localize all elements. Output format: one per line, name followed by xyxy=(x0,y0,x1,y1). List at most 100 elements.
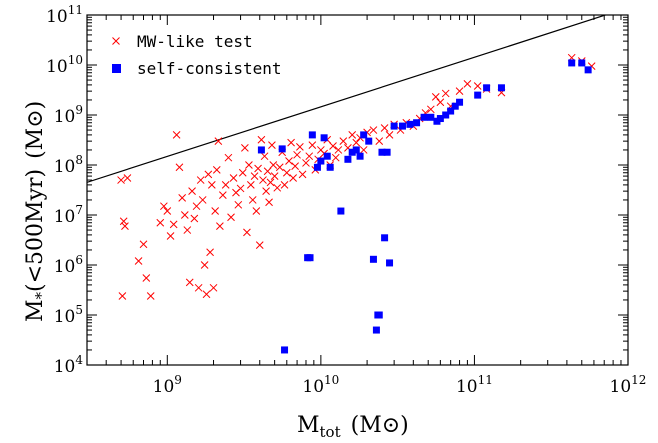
mw-like-test-point xyxy=(308,141,317,149)
self-consistent-point xyxy=(317,157,325,165)
mw-like-test-point xyxy=(142,274,151,282)
y-tick-label: 107 xyxy=(54,203,83,227)
y-axis-label: M*(<500Myr) (M⊙) xyxy=(23,101,50,322)
mw-like-test-point xyxy=(441,89,450,98)
self-consistent-point xyxy=(320,134,328,142)
x-axis-label-unit: (M⊙) xyxy=(351,413,409,438)
self-consistent-point xyxy=(372,326,380,334)
self-consistent-point xyxy=(360,131,368,139)
y-tick-label: 108 xyxy=(54,153,83,177)
mw-like-test-point xyxy=(218,191,227,199)
y-axis-label-paren: (<500Myr) xyxy=(23,169,48,292)
mw-like-test-point xyxy=(385,131,394,139)
mw-like-test-point xyxy=(227,213,235,222)
mw-like-test-point xyxy=(243,228,251,237)
mw-like-test-point xyxy=(117,176,125,184)
self-consistent-point xyxy=(313,163,321,171)
self-consistent-point xyxy=(456,98,464,106)
self-consistent-point xyxy=(378,148,386,156)
mw-like-test-point xyxy=(275,163,284,172)
mw-like-test-point xyxy=(296,143,304,151)
mw-like-test-point xyxy=(255,241,264,249)
mw-like-test-point xyxy=(198,196,207,204)
mw-like-test-point xyxy=(334,146,343,154)
mw-like-test-point xyxy=(234,200,243,209)
mw-like-test-point xyxy=(166,232,175,240)
self-consistent-point xyxy=(451,102,459,110)
y-axis-label-main: M xyxy=(23,299,48,322)
mw-like-test-point xyxy=(285,157,293,165)
y-tick-label: 106 xyxy=(54,253,83,277)
mw-like-test-point xyxy=(254,164,262,173)
mw-like-test-point xyxy=(196,176,205,184)
self-consistent-point xyxy=(447,107,455,115)
mw-like-test-point xyxy=(280,181,289,189)
legend-square-marker xyxy=(112,64,121,73)
mw-like-test-point xyxy=(282,168,291,177)
mw-like-test-point xyxy=(265,198,273,207)
legend-x-glyph xyxy=(112,37,120,45)
mw-like-test-point xyxy=(241,144,249,152)
self-consistent-point xyxy=(383,148,391,156)
legend-label-mw-like-test: MW-like test xyxy=(137,32,253,51)
mw-like-test-point xyxy=(139,240,148,249)
mw-like-test-point xyxy=(202,290,211,299)
mw-like-test-point xyxy=(262,187,270,195)
mw-like-test-point xyxy=(214,137,223,145)
mw-like-test-point xyxy=(359,146,368,154)
mw-like-test-point xyxy=(375,137,384,145)
mw-like-test-point xyxy=(291,162,299,170)
mw-like-test-point xyxy=(369,126,378,134)
self-consistent-point xyxy=(390,122,398,130)
mw-like-test-point xyxy=(293,150,301,159)
x-tick-label: 109 xyxy=(153,373,182,397)
mw-like-test-point xyxy=(339,137,348,145)
self-consistent-point xyxy=(386,259,394,267)
mw-like-test-point xyxy=(190,214,199,223)
mw-like-test-point xyxy=(248,196,257,204)
legend-x-marker xyxy=(112,37,120,45)
y-axis-label-sub: * xyxy=(32,291,50,299)
x-axis-label: Mtot (M⊙) xyxy=(297,413,409,441)
mw-like-test-point xyxy=(123,174,132,182)
legend: MW-like test self-consistent xyxy=(112,32,282,78)
mw-like-test-point xyxy=(289,174,298,182)
mw-like-test-point xyxy=(455,87,464,95)
self-consistent-point xyxy=(306,254,314,262)
mw-like-test-point xyxy=(178,194,187,202)
y-axis-label-unit: (M⊙) xyxy=(23,101,48,159)
y-tick-label: 1011 xyxy=(46,3,83,27)
mw-like-test-point xyxy=(169,220,178,229)
mw-like-test-point xyxy=(352,138,361,147)
self-consistent-point xyxy=(420,113,428,121)
mw-like-test-point xyxy=(287,138,295,147)
mw-like-test-point xyxy=(206,248,214,257)
y-tick-label: 105 xyxy=(54,303,83,327)
mw-like-test-point xyxy=(259,176,267,184)
self-consistent-point xyxy=(406,120,414,128)
self-consistent-point xyxy=(474,91,482,99)
mw-like-test-point xyxy=(348,131,357,139)
mw-like-test-point xyxy=(246,181,255,189)
mw-like-test-point xyxy=(473,82,482,90)
self-consistent-point xyxy=(348,148,356,156)
mw-like-test-point xyxy=(229,174,238,182)
mw-like-test-point xyxy=(329,142,337,150)
mw-like-test-point xyxy=(194,283,203,292)
mw-like-test-point xyxy=(236,184,245,193)
legend-label-self-consistent: self-consistent xyxy=(137,59,282,78)
self-consistent-point xyxy=(257,146,265,154)
mw-like-test-point xyxy=(134,257,143,265)
mw-like-test-point xyxy=(273,183,282,192)
x-axis-label-main: M xyxy=(297,413,320,438)
mw-like-test-point xyxy=(204,170,213,179)
self-consistent-series xyxy=(257,59,592,354)
mw-like-test-point xyxy=(211,207,220,215)
mw-like-test-point xyxy=(431,93,440,101)
x-tick-label: 1011 xyxy=(456,373,493,397)
mw-like-test-point xyxy=(121,222,129,230)
mw-like-test-point xyxy=(180,211,189,219)
mw-like-test-series xyxy=(117,53,596,300)
self-consistent-point xyxy=(344,155,352,163)
